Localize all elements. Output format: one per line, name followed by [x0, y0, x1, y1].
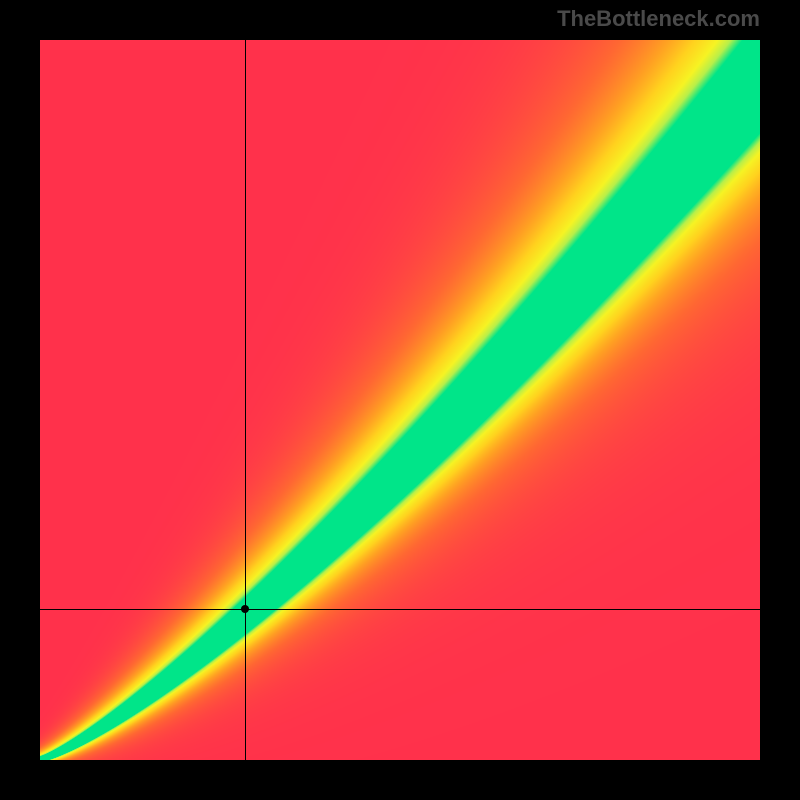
bottleneck-heatmap — [40, 40, 760, 760]
crosshair-horizontal-line — [40, 609, 760, 610]
crosshair-vertical-line — [245, 40, 246, 760]
watermark-text: TheBottleneck.com — [557, 6, 760, 32]
selected-point-marker — [241, 605, 249, 613]
plot-area — [40, 40, 760, 760]
